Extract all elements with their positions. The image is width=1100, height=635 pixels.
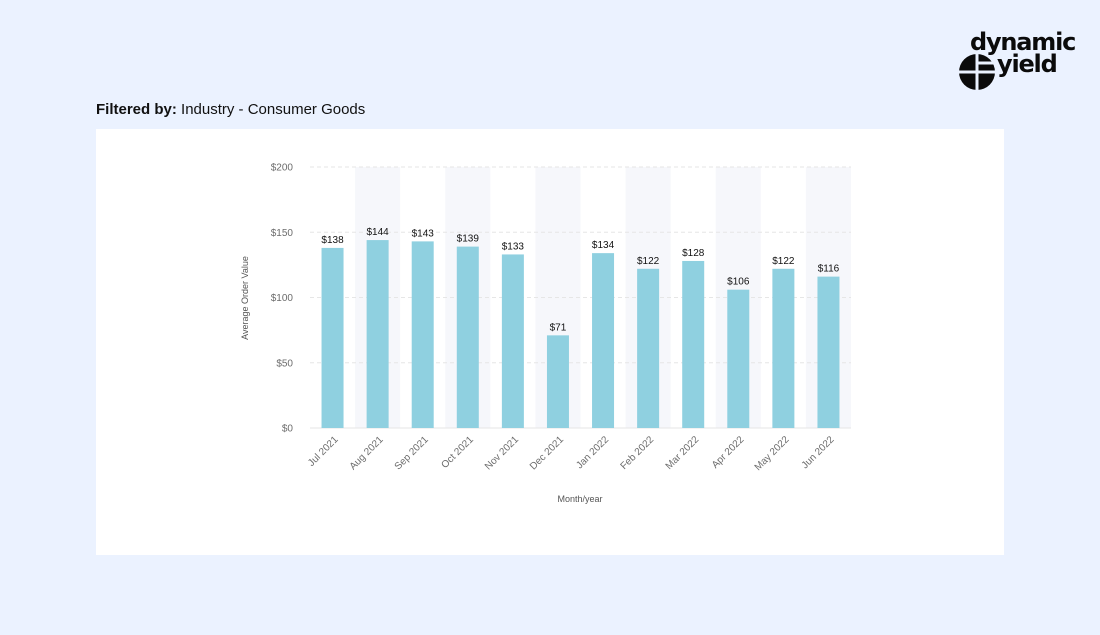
x-tick-label: Apr 2022	[710, 434, 747, 471]
bar-value-label: $71	[550, 322, 567, 333]
bar-value-label: $122	[637, 256, 660, 267]
bar	[411, 241, 434, 428]
bar-value-label: $122	[772, 256, 795, 267]
logo-word-dynamic: dynamic	[970, 28, 1076, 56]
chart-card: $138 $144 $143 $139 $133 $71 $134 $122 $128 $106 $…	[96, 129, 1004, 555]
y-tick-label: $50	[276, 358, 293, 369]
x-tick-label: Jan 2022	[574, 434, 611, 471]
filter-line: Filtered by: Industry - Consumer Goods	[96, 100, 365, 120]
bar	[682, 260, 705, 428]
x-tick-label: May 2022	[753, 434, 792, 473]
bar-value-labels: $138 $144 $143 $139 $133 $71 $134 $122 $128 $106 $…	[321, 227, 839, 333]
bar	[366, 240, 389, 428]
bar-value-label: $106	[727, 277, 750, 288]
bar	[772, 268, 795, 428]
y-tick-label: $100	[271, 293, 294, 304]
gridlines	[310, 166, 851, 429]
bar-value-label: $134	[592, 240, 615, 251]
y-tick-label: $0	[282, 424, 294, 435]
x-tick-label: Jun 2022	[800, 434, 837, 471]
bar-value-label: $133	[502, 241, 525, 252]
x-axis-ticks: Jul 2021 Aug 2021 Sep 2021 Oct 2021 Nov 2021…	[306, 434, 837, 473]
bar-value-label: $116	[818, 264, 840, 275]
x-tick-label: Feb 2022	[619, 434, 657, 472]
x-tick-label: Nov 2021	[483, 434, 521, 472]
y-tick-label: $200	[271, 163, 294, 174]
bar	[637, 268, 660, 428]
y-axis-ticks: $0 $50 $100 $150 $200	[271, 163, 294, 435]
x-tick-label: Oct 2021	[439, 434, 476, 471]
logo-word-yield: yield	[997, 50, 1058, 78]
dynamic-yield-logo-mark-icon	[957, 52, 997, 92]
bar-value-label: $144	[367, 227, 390, 238]
x-tick-label: Sep 2021	[393, 434, 431, 472]
bar-value-label: $138	[321, 235, 344, 246]
bar-value-label: $139	[457, 234, 480, 245]
bar	[456, 246, 479, 428]
bar	[321, 247, 344, 428]
bars	[321, 240, 840, 428]
bar-value-label: $128	[682, 248, 705, 259]
bar	[817, 276, 840, 428]
bar	[592, 253, 615, 428]
filter-label: Filtered by:	[96, 101, 177, 118]
x-axis-title: Month/year	[557, 494, 602, 504]
y-axis-title: Average Order Value	[240, 256, 250, 340]
average-order-value-chart: $138 $144 $143 $139 $133 $71 $134 $122 $128 $106 $…	[240, 163, 851, 504]
dynamic-yield-logo: dynamic yield	[956, 30, 1076, 92]
bar	[501, 254, 524, 428]
x-tick-label: Dec 2021	[528, 434, 566, 472]
y-tick-label: $150	[271, 228, 294, 239]
x-tick-label: Mar 2022	[664, 434, 702, 472]
bar	[546, 335, 569, 428]
filter-value: Industry - Consumer Goods	[181, 101, 366, 118]
x-tick-label: Jul 2021	[306, 434, 341, 469]
x-tick-label: Aug 2021	[348, 434, 386, 472]
bar	[727, 289, 750, 428]
bar-value-label: $143	[412, 228, 435, 239]
